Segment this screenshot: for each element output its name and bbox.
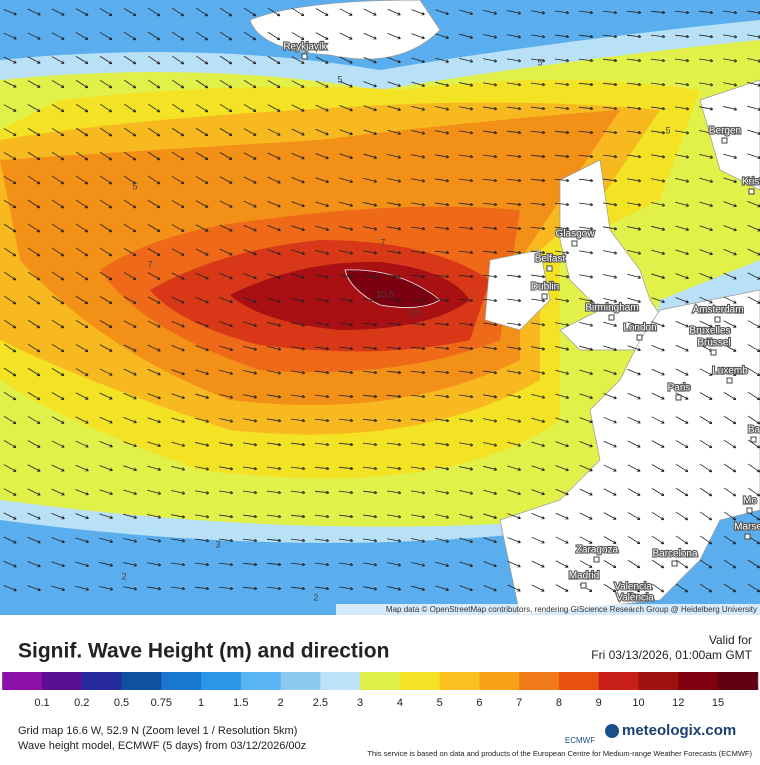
contour-label: 5 xyxy=(337,74,342,84)
legend-swatch xyxy=(718,672,758,690)
contour-label: 2 xyxy=(121,571,126,581)
legend-swatch xyxy=(360,672,400,690)
city-label: Valencia xyxy=(614,582,652,593)
legend-label: 9 xyxy=(596,697,602,709)
legend-label: 0.2 xyxy=(74,697,89,709)
contour-label: 5 xyxy=(665,125,670,135)
city-label: Belfast xyxy=(535,254,566,265)
city-marker xyxy=(572,241,577,246)
city-label: Luxemb xyxy=(712,366,748,377)
model-info: Wave height model, ECMWF (5 days) from 0… xyxy=(18,740,306,752)
legend-swatch xyxy=(281,672,321,690)
legend-swatch xyxy=(400,672,440,690)
ecmwf-logo: ECMWF xyxy=(565,736,595,745)
city-marker xyxy=(715,317,720,322)
city-label: Reykjavík xyxy=(283,42,327,53)
grid-info: Grid map 16.6 W, 52.9 N (Zoom level 1 / … xyxy=(18,725,297,737)
legend-swatch xyxy=(241,672,281,690)
legend-label: 0.75 xyxy=(151,697,172,709)
legend-swatch xyxy=(479,672,519,690)
legend-swatch xyxy=(599,672,639,690)
city-marker xyxy=(722,138,727,143)
attribution: Map data © OpenStreetMap contributors, r… xyxy=(386,605,757,614)
legend-swatch xyxy=(122,672,162,690)
valid-label: Valid for xyxy=(709,633,752,647)
legend-label: 6 xyxy=(476,697,482,709)
city-marker xyxy=(672,561,677,566)
city-label: Brussel xyxy=(697,338,730,349)
contour-label: 7 xyxy=(147,259,152,269)
legend-label: 0.1 xyxy=(34,697,49,709)
legend-label: 2.5 xyxy=(313,697,328,709)
legend-swatch xyxy=(2,672,42,690)
legend-swatch xyxy=(440,672,480,690)
city-label: Bergen xyxy=(709,126,741,137)
city-label: Paris xyxy=(668,383,691,394)
contour-label: 2 xyxy=(313,592,318,602)
city-marker xyxy=(547,266,552,271)
contour-label: 5 xyxy=(132,181,137,191)
city-label: Dublin xyxy=(531,282,559,293)
legend-label: 12 xyxy=(672,697,684,709)
city-label: Amsterdam xyxy=(692,305,743,316)
legend-swatch xyxy=(519,672,559,690)
city-label: Bruxelles xyxy=(689,326,730,337)
city-marker xyxy=(609,315,614,320)
contour-label: 10.5 xyxy=(376,289,394,299)
map: Reykjavík Bergen Krist Glasgow Belfast Dublin… xyxy=(0,0,760,615)
contour-label: 7 xyxy=(380,237,385,247)
city-marker xyxy=(747,508,752,513)
legend-label: 15 xyxy=(712,697,724,709)
contour-label: 3 xyxy=(215,539,220,549)
legend-swatch xyxy=(678,672,718,690)
city-marker xyxy=(637,335,642,340)
city-label: Madrid xyxy=(569,571,600,582)
city-marker xyxy=(727,378,732,383)
legend-swatch xyxy=(201,672,241,690)
brand: meteologix.com xyxy=(622,722,736,739)
logo-icon xyxy=(605,724,619,738)
city-label: Glasgow xyxy=(556,229,596,240)
contour-label: 5 xyxy=(537,57,542,67)
legend-swatch xyxy=(82,672,122,690)
city-label: London xyxy=(623,323,656,334)
disclaimer: This service is based on data and produc… xyxy=(367,749,752,758)
city-label: Zaragoza xyxy=(576,545,619,556)
valid-time: Fri 03/13/2026, 01:00am GMT xyxy=(591,648,752,662)
legend-label: 0.5 xyxy=(114,697,129,709)
legend-label: 10 xyxy=(632,697,644,709)
city-label: Birmingham xyxy=(585,303,638,314)
city-label: Barcelona xyxy=(652,549,697,560)
city-marker xyxy=(749,189,754,194)
city-marker xyxy=(676,395,681,400)
legend-label: 3 xyxy=(357,697,363,709)
city-marker xyxy=(745,534,750,539)
city-label: València xyxy=(616,593,654,604)
legend-swatch xyxy=(638,672,678,690)
legend-swatch xyxy=(42,672,82,690)
city-marker xyxy=(581,583,586,588)
title: Signif. Wave Height (m) and direction xyxy=(18,640,389,663)
legend-swatch xyxy=(559,672,599,690)
city-marker xyxy=(594,557,599,562)
city-label: Krist xyxy=(742,177,760,188)
legend-label: 8 xyxy=(556,697,562,709)
legend-label: 1.5 xyxy=(233,697,248,709)
legend-swatch xyxy=(161,672,201,690)
legend-label: 2 xyxy=(278,697,284,709)
legend-label: 7 xyxy=(516,697,522,709)
city-label: Ba xyxy=(748,425,760,436)
city-marker xyxy=(542,294,547,299)
city-marker xyxy=(711,350,716,355)
city-marker xyxy=(751,437,756,442)
city-label: Marse xyxy=(734,522,760,533)
city-marker xyxy=(302,54,307,59)
city-label: Mo xyxy=(743,496,757,507)
contour-label: 10 xyxy=(409,307,419,317)
legend-label: 5 xyxy=(437,697,443,709)
legend-label: 4 xyxy=(397,697,403,709)
legend-swatch xyxy=(320,672,360,690)
legend-label: 1 xyxy=(198,697,204,709)
